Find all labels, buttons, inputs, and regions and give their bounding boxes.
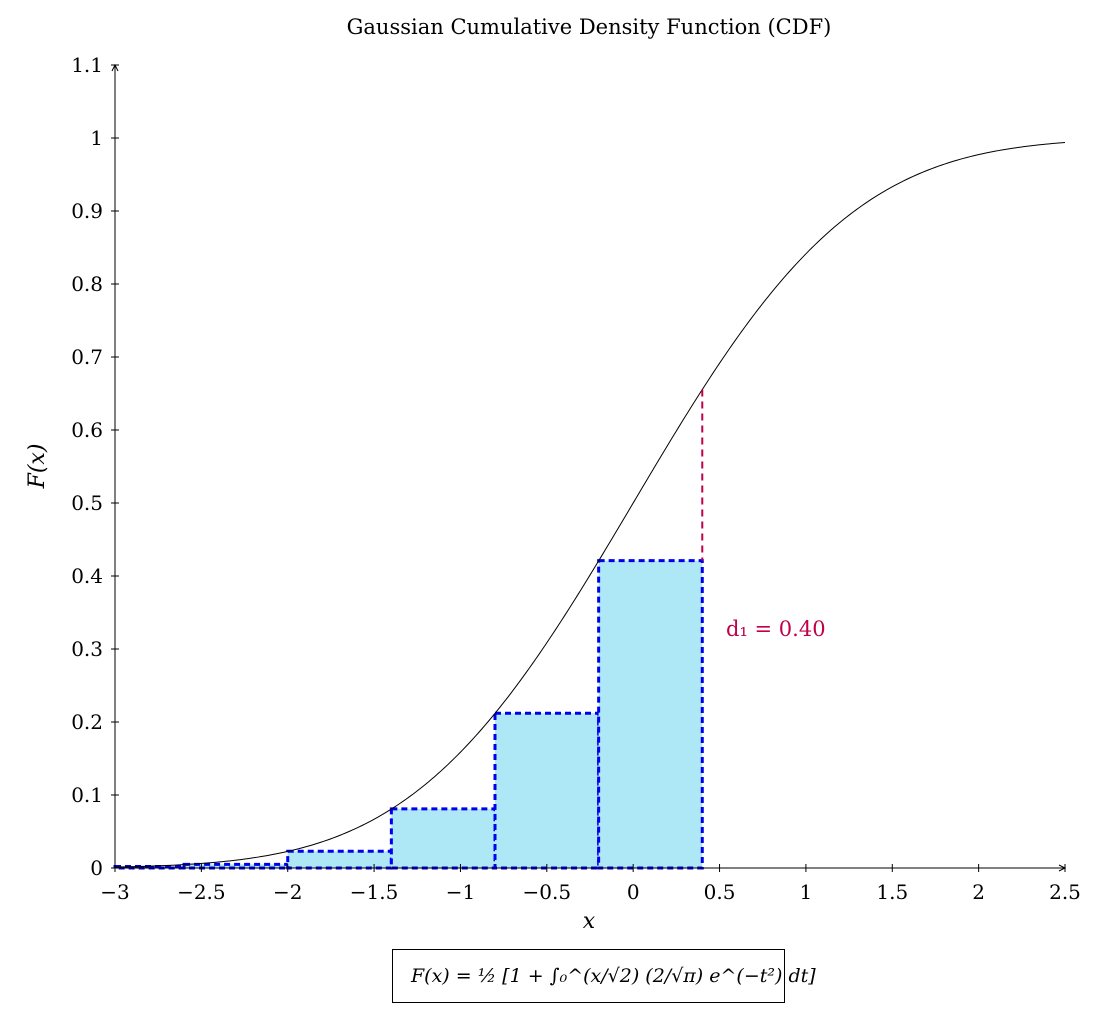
approximation-rect-2 [286, 849, 393, 870]
y-tick-label: 0.2 [71, 710, 103, 734]
y-tick-label: 1.1 [71, 53, 103, 77]
x-tick-label: −1 [446, 880, 475, 904]
y-tick-label: 0.4 [71, 564, 103, 588]
x-tick-label: −3 [100, 880, 129, 904]
x-tick-label: 1 [800, 880, 813, 904]
approximation-rect-1 [182, 862, 290, 870]
y-tick-label: 0.6 [71, 418, 103, 442]
x-tick-label: 2.5 [1049, 880, 1081, 904]
y-tick-label: 0.1 [71, 783, 103, 807]
y-tick-label: 1 [90, 126, 103, 150]
cdf-curve [114, 142, 1066, 868]
x-tick-label: −1.5 [350, 880, 399, 904]
y-tick-label: 0.8 [71, 272, 103, 296]
axes [111, 63, 1067, 872]
x-tick-label: −0.5 [523, 880, 572, 904]
x-axis-ticks: −3 −2.5 −2 −1.5 −1 −0.5 0 0.5 1 1.5 2 2.5 [100, 864, 1081, 904]
legend: F(x) = ½ [1 + ∫₀^(x/√2) (2/√π) e^(−t²) d… [392, 949, 816, 1003]
approximation-rectangles [113, 559, 704, 870]
y-axis-ticks: 0 0.1 0.2 0.3 0.4 0.5 0.6 0.7 0.8 0.9 1 1.1 [71, 53, 119, 880]
y-tick-label: 0.3 [71, 637, 103, 661]
x-tick-label: −2 [273, 880, 302, 904]
x-tick-label: 1.5 [876, 880, 908, 904]
y-tick-label: 0.5 [71, 491, 103, 515]
approximation-rect-4 [493, 711, 601, 870]
y-tick-label: 0.9 [71, 199, 103, 223]
y-axis-label: F(x) [25, 444, 50, 490]
x-tick-label: 0 [627, 880, 640, 904]
x-tick-label: 2 [972, 880, 985, 904]
x-axis-label: x [583, 909, 596, 934]
x-tick-label: 0.5 [704, 880, 736, 904]
d1-annotation: d₁ = 0.40 [726, 617, 826, 641]
approximation-rect-3 [389, 807, 497, 870]
legend-label: F(x) = ½ [1 + ∫₀^(x/√2) (2/√π) e^(−t²) d… [411, 965, 816, 987]
x-tick-label: −2.5 [177, 880, 226, 904]
approximation-rect-5 [597, 559, 704, 870]
y-tick-label: 0.7 [71, 345, 103, 369]
chart-title: Gaussian Cumulative Density Function (CD… [347, 15, 832, 39]
y-tick-label: 0 [90, 856, 103, 880]
